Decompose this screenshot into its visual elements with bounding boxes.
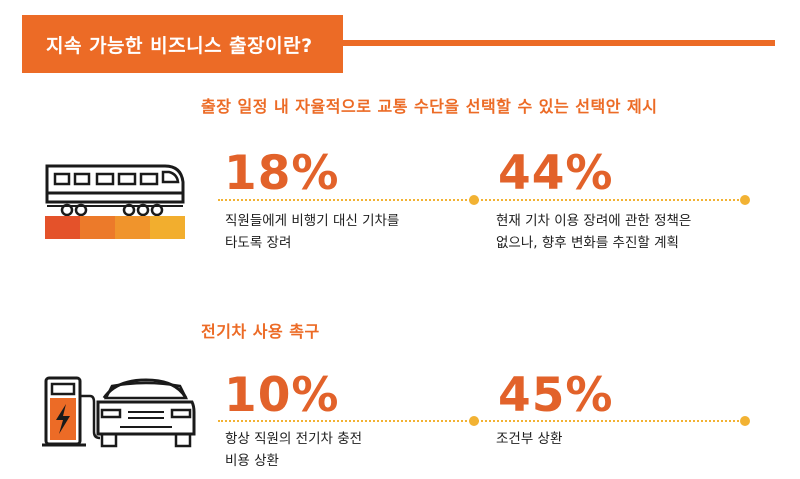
stat-value: 44% bbox=[498, 146, 614, 201]
desc-line: 항상 직원의 전기차 충전 bbox=[225, 431, 363, 447]
divider-dot bbox=[740, 195, 750, 205]
stat-value: 10% bbox=[224, 368, 340, 423]
divider-dot bbox=[469, 416, 479, 426]
desc-line: 현재 기차 이용 장려에 관한 정책은 bbox=[496, 213, 692, 229]
header-rule bbox=[343, 40, 775, 46]
stat-description: 현재 기차 이용 장려에 관한 정책은 없으나, 향후 변화를 추진할 계획 bbox=[496, 210, 691, 254]
dotted-divider bbox=[218, 420, 743, 422]
stat-value: 18% bbox=[224, 146, 340, 201]
desc-line: 비용 상환 bbox=[225, 453, 279, 469]
section-title-train: 출장 일정 내 자율적으로 교통 수단을 선택할 수 있는 선택안 제시 bbox=[201, 97, 658, 116]
section-title-ev: 전기차 사용 촉구 bbox=[201, 322, 320, 341]
desc-line: 없으나, 향후 변화를 추진할 계획 bbox=[496, 235, 679, 251]
ev-charging-car-icon bbox=[42, 376, 196, 448]
desc-line: 조건부 상환 bbox=[496, 431, 563, 447]
stat-description: 조건부 상환 bbox=[496, 428, 562, 450]
stat-value: 45% bbox=[498, 368, 614, 423]
stat-description: 항상 직원의 전기차 충전 비용 상환 bbox=[225, 428, 362, 472]
train-icon bbox=[45, 164, 185, 239]
stat-description: 직원들에게 비행기 대신 기차를 타도록 장려 bbox=[225, 210, 399, 254]
desc-line: 타도록 장려 bbox=[225, 235, 292, 251]
header-title-box: 지속 가능한 비즈니스 출장이란? bbox=[22, 15, 343, 73]
desc-line: 직원들에게 비행기 대신 기차를 bbox=[225, 213, 400, 229]
divider-dot bbox=[469, 195, 479, 205]
divider-dot bbox=[740, 416, 750, 426]
dotted-divider bbox=[218, 199, 743, 201]
page-title: 지속 가능한 비즈니스 출장이란? bbox=[46, 34, 313, 57]
